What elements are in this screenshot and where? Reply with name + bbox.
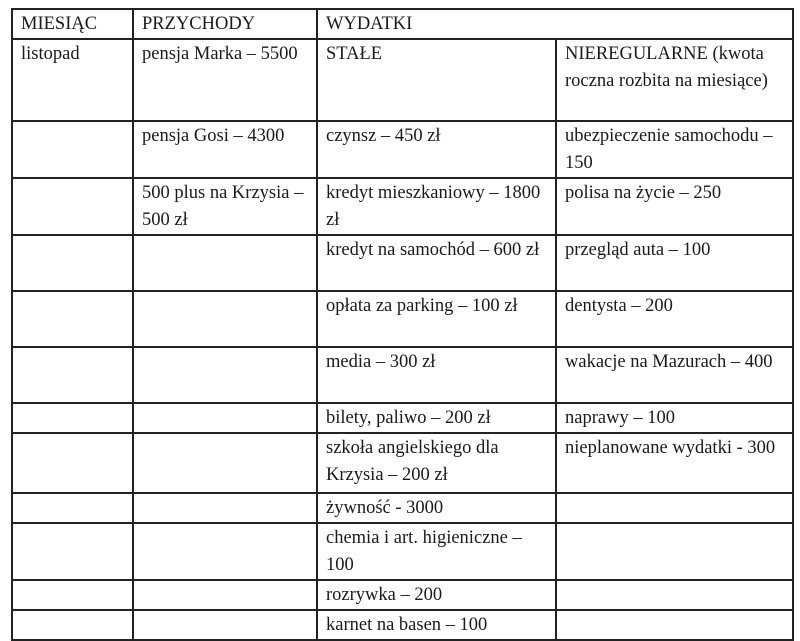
table-row: karnet na basen – 100: [11, 609, 794, 641]
table-row: bilety, paliwo – 200 zł naprawy – 100: [11, 402, 794, 434]
income-cell: [132, 290, 318, 348]
month-cell: [11, 432, 134, 494]
irregular-expense-cell: [555, 522, 794, 581]
month-cell: [11, 346, 134, 404]
fixed-expense-cell: czynsz – 450 zł: [316, 120, 557, 179]
month-cell: [11, 290, 134, 348]
income-cell: pensja Gosi – 4300: [132, 120, 318, 179]
table-row: żywność - 3000: [11, 492, 794, 524]
subheader-fixed: STAŁE: [316, 38, 557, 122]
table-row: rozrywka – 200: [11, 579, 794, 611]
fixed-expense-cell: chemia i art. higieniczne – 100: [316, 522, 557, 581]
table-row: listopad pensja Marka – 5500 STAŁE NIERE…: [11, 38, 794, 122]
header-expenses: WYDATKI: [316, 8, 794, 40]
irregular-expense-cell: [555, 492, 794, 524]
month-cell: listopad: [11, 38, 134, 122]
income-cell: pensja Marka – 5500: [132, 38, 318, 122]
irregular-expense-cell: przegląd auta – 100: [555, 234, 794, 292]
month-cell: [11, 609, 134, 641]
fixed-expense-cell: żywność - 3000: [316, 492, 557, 524]
table-row: szkoła angielskiego dla Krzysia – 200 zł…: [11, 432, 794, 494]
income-cell: [132, 522, 318, 581]
fixed-expense-cell: rozrywka – 200: [316, 579, 557, 611]
income-cell: [132, 492, 318, 524]
fixed-expense-cell: media – 300 zł: [316, 346, 557, 404]
budget-table: MIESIĄC PRZYCHODY WYDATKI listopad pensj…: [11, 8, 794, 641]
header-month: MIESIĄC: [11, 8, 134, 40]
irregular-expense-cell: naprawy – 100: [555, 402, 794, 434]
month-cell: [11, 177, 134, 236]
month-cell: [11, 522, 134, 581]
irregular-expense-cell: nieplanowane wydatki - 300: [555, 432, 794, 494]
income-cell: [132, 234, 318, 292]
month-cell: [11, 120, 134, 179]
irregular-expense-cell: [555, 579, 794, 611]
fixed-expense-cell: kredyt na samochód – 600 zł: [316, 234, 557, 292]
month-cell: [11, 579, 134, 611]
irregular-expense-cell: dentysta – 200: [555, 290, 794, 348]
income-cell: [132, 346, 318, 404]
header-row: MIESIĄC PRZYCHODY WYDATKI: [11, 8, 794, 40]
income-cell: [132, 609, 318, 641]
irregular-expense-cell: polisa na życie – 250: [555, 177, 794, 236]
month-cell: [11, 234, 134, 292]
income-cell: [132, 402, 318, 434]
subheader-irregular: NIEREGULARNE (kwota roczna rozbita na mi…: [555, 38, 794, 122]
fixed-expense-cell: opłata za parking – 100 zł: [316, 290, 557, 348]
fixed-expense-cell: szkoła angielskiego dla Krzysia – 200 zł: [316, 432, 557, 494]
table-row: opłata za parking – 100 zł dentysta – 200: [11, 290, 794, 348]
irregular-expense-cell: ubezpieczenie samochodu – 150: [555, 120, 794, 179]
month-cell: [11, 492, 134, 524]
income-cell: [132, 579, 318, 611]
header-income: PRZYCHODY: [132, 8, 318, 40]
irregular-expense-cell: [555, 609, 794, 641]
income-cell: 500 plus na Krzysia – 500 zł: [132, 177, 318, 236]
income-cell: [132, 432, 318, 494]
table-row: media – 300 zł wakacje na Mazurach – 400: [11, 346, 794, 404]
fixed-expense-cell: karnet na basen – 100: [316, 609, 557, 641]
table-row: kredyt na samochód – 600 zł przegląd auta…: [11, 234, 794, 292]
fixed-expense-cell: bilety, paliwo – 200 zł: [316, 402, 557, 434]
irregular-expense-cell: wakacje na Mazurach – 400: [555, 346, 794, 404]
fixed-expense-cell: kredyt mieszkaniowy – 1800 zł: [316, 177, 557, 236]
table-row: 500 plus na Krzysia – 500 zł kredyt miesz…: [11, 177, 794, 236]
month-cell: [11, 402, 134, 434]
table-row: chemia i art. higieniczne – 100: [11, 522, 794, 581]
table-row: pensja Gosi – 4300 czynsz – 450 zł ubezpie…: [11, 120, 794, 179]
